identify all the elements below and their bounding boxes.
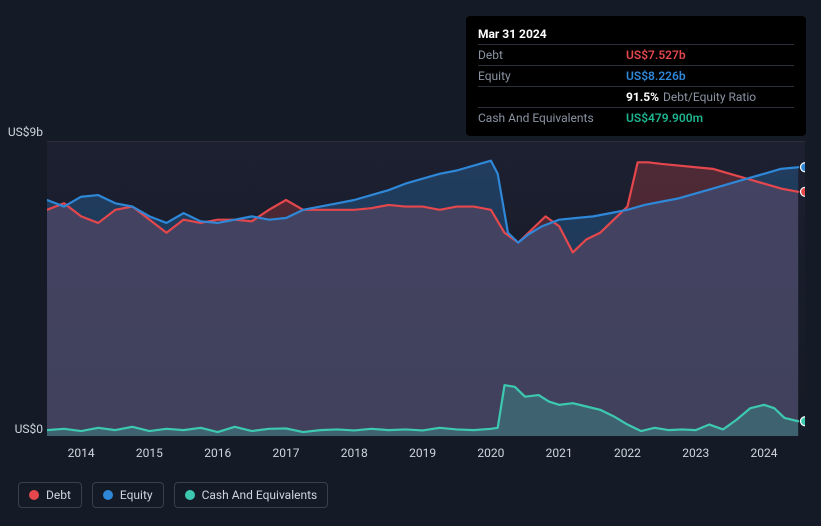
x-axis-tick: 2016 bbox=[204, 446, 231, 460]
tooltip-value: US$8.226b bbox=[626, 67, 686, 85]
y-axis-min-label: US$0 bbox=[0, 422, 43, 436]
chart-area[interactable] bbox=[47, 141, 805, 436]
endpoint-marker bbox=[801, 187, 806, 196]
tooltip-label: Cash And Equivalents bbox=[478, 109, 626, 127]
x-axis-tick: 2020 bbox=[477, 446, 504, 460]
tooltip-value: US$7.527b bbox=[626, 46, 686, 64]
tooltip-row: 91.5%Debt/Equity Ratio bbox=[478, 87, 794, 108]
data-tooltip: Mar 31 2024 DebtUS$7.527bEquityUS$8.226b… bbox=[466, 16, 806, 136]
endpoint-marker bbox=[801, 417, 806, 426]
x-axis-tick: 2015 bbox=[136, 446, 163, 460]
tooltip-suffix: Debt/Equity Ratio bbox=[663, 88, 756, 106]
x-axis: 2014 2015 2016 2017 2018 2019 2020 2021 2022 2023… bbox=[47, 446, 805, 462]
tooltip-label: Equity bbox=[478, 67, 626, 85]
tooltip-value: US$479.900m bbox=[626, 109, 703, 127]
x-axis-tick: 2014 bbox=[68, 446, 95, 460]
legend-swatch bbox=[103, 490, 113, 500]
legend-swatch bbox=[29, 490, 39, 500]
legend-swatch bbox=[185, 490, 195, 500]
x-axis-tick: 2019 bbox=[409, 446, 436, 460]
x-axis-tick: 2018 bbox=[341, 446, 368, 460]
legend-label: Equity bbox=[120, 488, 153, 502]
x-axis-tick: 2024 bbox=[751, 446, 778, 460]
tooltip-value: 91.5% bbox=[626, 88, 659, 106]
legend-item-debt[interactable]: Debt bbox=[18, 482, 82, 508]
tooltip-label: Debt bbox=[478, 46, 626, 64]
chart-svg bbox=[47, 141, 805, 436]
x-axis-tick: 2017 bbox=[273, 446, 300, 460]
endpoint-marker bbox=[801, 163, 806, 172]
legend-item-cash[interactable]: Cash And Equivalents bbox=[174, 482, 329, 508]
legend-label: Debt bbox=[46, 488, 71, 502]
legend-label: Cash And Equivalents bbox=[202, 488, 318, 502]
x-axis-tick: 2022 bbox=[614, 446, 641, 460]
tooltip-row: Cash And EquivalentsUS$479.900m bbox=[478, 108, 794, 128]
tooltip-row: DebtUS$7.527b bbox=[478, 45, 794, 66]
legend-item-equity[interactable]: Equity bbox=[92, 482, 164, 508]
x-axis-tick: 2023 bbox=[682, 446, 709, 460]
y-axis-max-label: US$9b bbox=[0, 125, 43, 139]
tooltip-date: Mar 31 2024 bbox=[478, 25, 547, 43]
tooltip-date-row: Mar 31 2024 bbox=[478, 24, 794, 45]
legend: Debt Equity Cash And Equivalents bbox=[18, 482, 328, 508]
tooltip-row: EquityUS$8.226b bbox=[478, 66, 794, 87]
x-axis-tick: 2021 bbox=[546, 446, 573, 460]
